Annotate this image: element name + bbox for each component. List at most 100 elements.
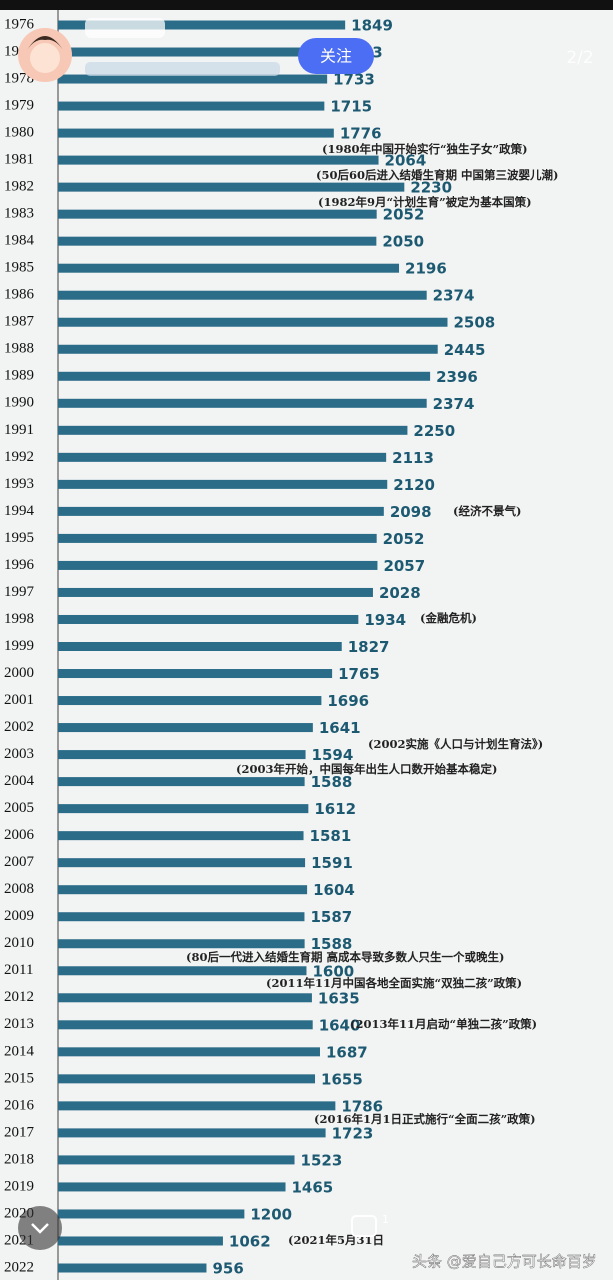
year-label: 1996 — [4, 557, 35, 573]
value-label: 2098 — [390, 503, 432, 521]
value-label: 1765 — [338, 665, 380, 683]
year-label: 1979 — [4, 98, 34, 114]
collapse-button[interactable] — [18, 1206, 62, 1250]
year-label: 2019 — [4, 1178, 34, 1194]
bar — [58, 669, 333, 679]
value-label: 2113 — [392, 449, 434, 467]
year-label: 1982 — [4, 179, 34, 195]
bar — [58, 371, 431, 381]
bar — [58, 1236, 223, 1246]
year-label: 1993 — [4, 476, 34, 492]
page-indicator: 2/2 — [566, 48, 593, 68]
value-label: 1587 — [310, 908, 352, 926]
avatar-face — [30, 43, 60, 73]
bar — [58, 587, 373, 597]
bar — [58, 506, 384, 516]
year-label: 1991 — [4, 422, 34, 438]
value-label: 1635 — [318, 989, 360, 1007]
value-label: 2250 — [413, 422, 455, 440]
year-label: 1983 — [4, 206, 34, 222]
comment-icon[interactable] — [351, 1215, 377, 1237]
follow-button[interactable] — [298, 38, 374, 74]
annotation: (1980年中国开始实行“独生子女”政策) — [322, 142, 528, 156]
bar — [58, 696, 322, 706]
value-label: 1696 — [327, 692, 369, 710]
year-label: 1994 — [4, 503, 35, 519]
value-label: 1200 — [250, 1205, 292, 1223]
bar — [58, 885, 308, 895]
year-label: 1990 — [4, 395, 34, 411]
year-label: 2010 — [4, 935, 34, 951]
year-label: 1995 — [4, 530, 34, 546]
value-label: 2396 — [436, 368, 478, 386]
bar — [58, 479, 388, 489]
year-label: 2012 — [4, 989, 34, 1005]
year-label: 2016 — [4, 1097, 35, 1113]
value-label: 1849 — [351, 17, 393, 35]
bar — [58, 939, 305, 949]
value-label: 956 — [212, 1260, 243, 1278]
bar — [58, 209, 377, 219]
year-label: 2011 — [4, 962, 33, 978]
watermark: 头条 @爱自己方可长命百岁 — [412, 1253, 597, 1271]
bar — [58, 966, 307, 976]
year-label: 1989 — [4, 368, 34, 384]
year-label: 2005 — [4, 800, 34, 816]
bar — [58, 128, 334, 138]
annotation: (2002实施《人口与计划生育法》) — [368, 737, 543, 751]
year-label: 1985 — [4, 260, 34, 276]
avatar-hair — [27, 36, 63, 50]
value-label: 1934 — [364, 611, 406, 629]
value-label: 2230 — [410, 179, 452, 197]
bar — [58, 155, 379, 165]
value-label: 1786 — [341, 1097, 383, 1115]
value-label: 1733 — [333, 71, 375, 89]
bar — [58, 804, 309, 814]
year-label: 2003 — [4, 746, 34, 762]
bar — [58, 1074, 316, 1084]
footer: 1 头条 @爱自己方可长命百岁 — [18, 1206, 597, 1271]
bar — [58, 236, 377, 246]
value-label: 1581 — [310, 827, 352, 845]
value-label: 1687 — [326, 1043, 368, 1061]
value-label: 1655 — [321, 1070, 363, 1088]
bar — [58, 1047, 320, 1057]
year-label: 1986 — [4, 287, 35, 303]
year-label: 2000 — [4, 665, 34, 681]
annotation: (2013年11月启动“单独二孩”政策) — [350, 1017, 537, 1031]
value-label: 2050 — [382, 233, 424, 251]
bar — [58, 344, 438, 354]
bar — [58, 47, 335, 57]
value-label: 2028 — [379, 584, 421, 602]
year-label: 1980 — [4, 125, 34, 141]
value-label: 1715 — [330, 98, 372, 116]
follow-label: 关注 — [320, 47, 352, 66]
year-label: 1987 — [4, 314, 35, 330]
value-label: 1591 — [311, 854, 353, 872]
year-label: 2009 — [4, 908, 34, 924]
year-label: 1997 — [4, 584, 35, 600]
value-label: 1600 — [312, 962, 354, 980]
bar — [58, 831, 304, 841]
bar — [58, 533, 377, 543]
year-label: 1984 — [4, 233, 35, 249]
year-label: 2007 — [4, 854, 35, 870]
annotation: (80后一代进入结婚生育期 高成本导致多数人只生一个或晚生) — [186, 950, 504, 964]
value-label: 2120 — [393, 476, 435, 494]
bar — [58, 642, 342, 651]
value-label: 1827 — [348, 638, 390, 656]
year-label: 2018 — [4, 1151, 34, 1167]
bar — [58, 290, 427, 300]
value-label: 1641 — [319, 719, 361, 737]
annotation: (1982年9月“计划生育”被定为基本国策) — [318, 195, 532, 209]
year-label: 2014 — [4, 1043, 35, 1059]
value-label: 2508 — [453, 314, 495, 332]
value-label: 1062 — [229, 1232, 271, 1250]
bar — [58, 1263, 207, 1273]
year-label: 1999 — [4, 638, 34, 654]
bar — [58, 777, 305, 787]
bar — [58, 912, 305, 922]
bar — [58, 20, 346, 30]
bar — [58, 425, 408, 435]
